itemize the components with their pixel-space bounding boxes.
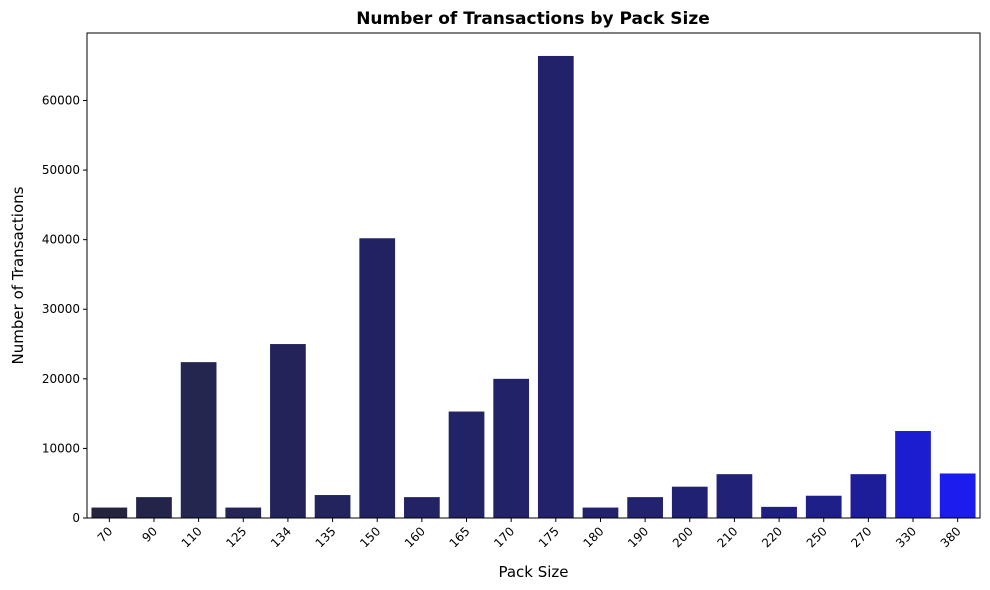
bar-165 [448, 411, 485, 518]
y-axis-label: Number of Transactions [9, 186, 27, 364]
bar-125 [225, 507, 262, 518]
y-tick-label: 10000 [42, 441, 80, 455]
x-tick-label: 210 [714, 524, 740, 550]
x-tick-label: 220 [759, 524, 785, 550]
x-tick-label: 330 [893, 524, 919, 550]
bar-220 [761, 506, 797, 518]
bar-134 [270, 344, 306, 518]
bar-210 [716, 474, 753, 518]
x-tick-label: 125 [223, 524, 249, 550]
bar-150 [359, 238, 396, 519]
y-axis-ticks: 0 10000 20000 30000 40000 50000 60000 [42, 93, 87, 525]
x-tick-label: 170 [491, 524, 517, 550]
y-tick-label: 0 [72, 511, 80, 525]
y-tick-label: 60000 [42, 93, 80, 107]
bar-200 [671, 486, 708, 518]
bar-135 [314, 495, 351, 518]
x-tick-label: 160 [402, 524, 428, 550]
x-tick-label: 135 [313, 524, 339, 550]
bar-70 [91, 507, 128, 518]
x-tick-label: 70 [95, 524, 116, 545]
x-tick-label: 250 [804, 524, 830, 550]
bar-180 [582, 507, 619, 518]
y-tick-label: 40000 [42, 233, 80, 247]
bar-380 [939, 473, 976, 518]
bar-175 [537, 55, 574, 518]
x-tick-label: 190 [625, 524, 651, 550]
x-axis-ticks: 70 90 110 125 134 135 150 160 165 170 175 180 190 200… [95, 518, 964, 550]
x-tick-label: 175 [536, 524, 562, 550]
x-tick-label: 90 [139, 524, 160, 545]
x-tick-label: 110 [179, 524, 205, 550]
bars-group [91, 55, 976, 519]
bar-170 [493, 378, 530, 518]
plot-frame [86, 32, 981, 519]
bar-270 [850, 474, 887, 518]
y-tick-label: 20000 [42, 372, 80, 386]
bar-90 [136, 497, 172, 518]
x-axis-label: Pack Size [498, 563, 568, 581]
x-tick-label: 165 [447, 524, 473, 550]
x-tick-label: 180 [580, 524, 606, 550]
y-tick-label: 30000 [42, 302, 80, 316]
x-tick-label: 270 [848, 524, 874, 550]
x-tick-label: 200 [670, 524, 696, 550]
bar-190 [627, 497, 663, 518]
bar-330 [895, 431, 931, 518]
x-tick-label: 134 [268, 524, 294, 550]
x-tick-label: 150 [357, 524, 383, 550]
bar-110 [180, 362, 217, 518]
y-tick-label: 50000 [42, 163, 80, 177]
bar-250 [805, 495, 842, 518]
chart-title: Number of Transactions by Pack Size [356, 9, 710, 29]
bar-160 [404, 497, 440, 518]
x-tick-label: 380 [938, 524, 964, 550]
